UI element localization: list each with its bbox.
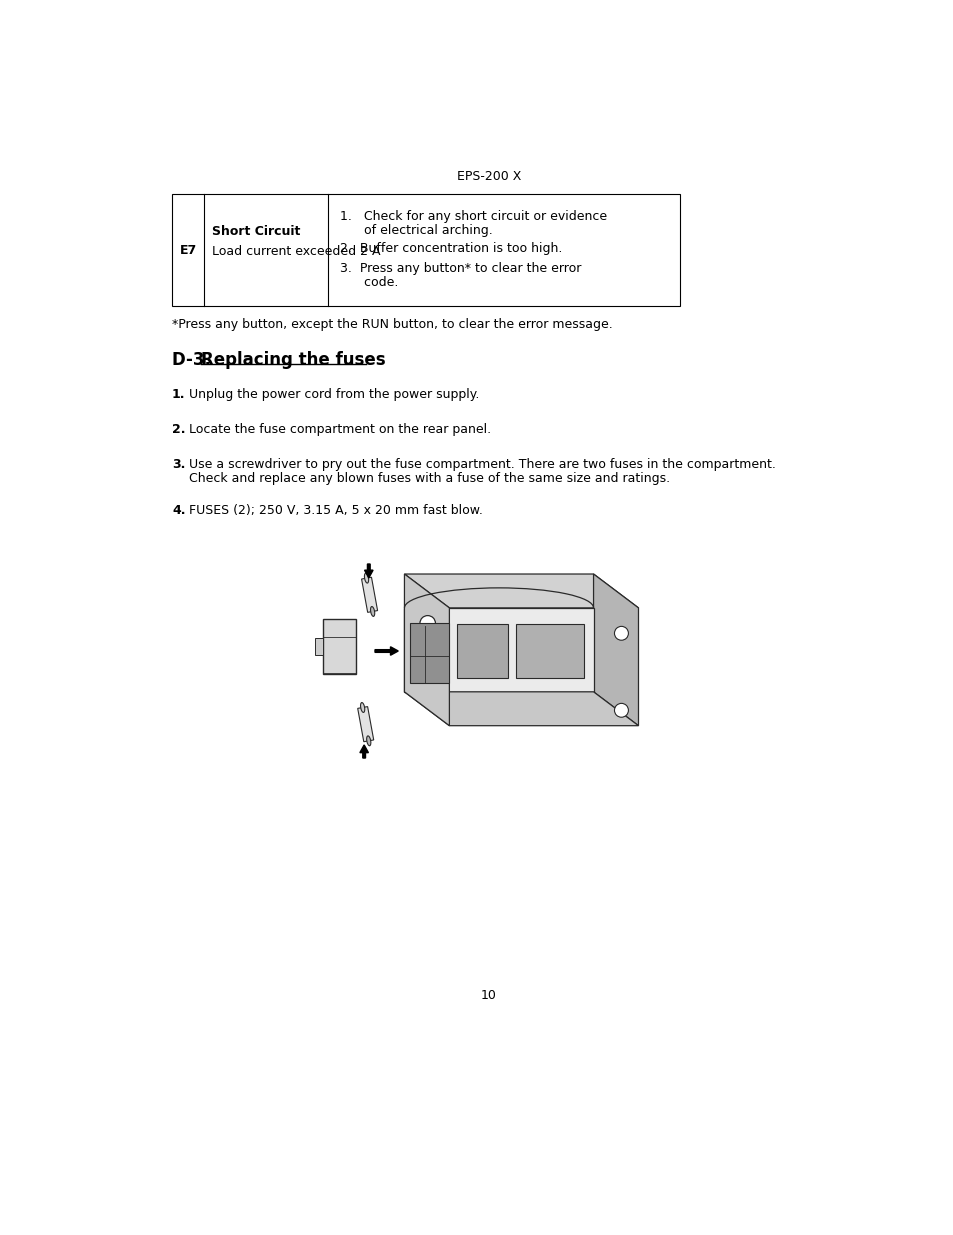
Ellipse shape — [366, 736, 371, 746]
Ellipse shape — [364, 573, 368, 583]
Polygon shape — [404, 574, 638, 608]
Text: 1.: 1. — [172, 389, 185, 401]
Text: FUSES (2); 250 V, 3.15 A, 5 x 20 mm fast blow.: FUSES (2); 250 V, 3.15 A, 5 x 20 mm fast… — [189, 504, 482, 517]
FancyArrow shape — [364, 564, 373, 578]
Text: of electrical arching.: of electrical arching. — [340, 224, 493, 237]
Circle shape — [614, 626, 628, 640]
Text: 4.: 4. — [172, 504, 185, 517]
FancyArrow shape — [359, 745, 368, 758]
Text: D-3.: D-3. — [172, 351, 216, 369]
Polygon shape — [404, 574, 449, 726]
Text: 1.   Check for any short circuit or evidence: 1. Check for any short circuit or eviden… — [340, 210, 607, 222]
FancyArrow shape — [375, 647, 397, 656]
Circle shape — [419, 615, 435, 631]
Bar — [516, 624, 583, 678]
Bar — [172, 194, 679, 306]
Text: E7: E7 — [179, 243, 196, 257]
Text: code.: code. — [340, 275, 398, 289]
Text: Use a screwdriver to pry out the fuse compartment. There are two fuses in the co: Use a screwdriver to pry out the fuse co… — [189, 458, 775, 471]
Polygon shape — [357, 706, 374, 742]
Text: Replacing the fuses: Replacing the fuses — [201, 351, 386, 369]
Circle shape — [614, 704, 628, 718]
Text: Short Circuit: Short Circuit — [212, 225, 300, 238]
Ellipse shape — [370, 606, 375, 616]
Text: Locate the fuse compartment on the rear panel.: Locate the fuse compartment on the rear … — [189, 424, 491, 436]
Text: 2.: 2. — [172, 424, 185, 436]
Bar — [314, 638, 323, 655]
Polygon shape — [404, 692, 638, 726]
Polygon shape — [361, 577, 377, 613]
Text: Unplug the power cord from the power supply.: Unplug the power cord from the power sup… — [189, 389, 478, 401]
Text: 2.  Buffer concentration is too high.: 2. Buffer concentration is too high. — [340, 242, 562, 256]
Bar — [410, 624, 448, 683]
Polygon shape — [404, 608, 593, 692]
Bar — [456, 624, 508, 678]
Polygon shape — [593, 574, 638, 726]
Text: 3.: 3. — [172, 458, 185, 471]
Bar — [323, 619, 355, 674]
Ellipse shape — [360, 703, 364, 713]
Text: Check and replace any blown fuses with a fuse of the same size and ratings.: Check and replace any blown fuses with a… — [189, 472, 669, 484]
Text: 10: 10 — [480, 989, 497, 1002]
Text: *Press any button, except the RUN button, to clear the error message.: *Press any button, except the RUN button… — [172, 317, 612, 331]
Text: EPS-200 X: EPS-200 X — [456, 169, 520, 183]
Text: Load current exceeded 2 A: Load current exceeded 2 A — [212, 245, 380, 258]
Text: 3.  Press any button* to clear the error: 3. Press any button* to clear the error — [340, 262, 581, 275]
